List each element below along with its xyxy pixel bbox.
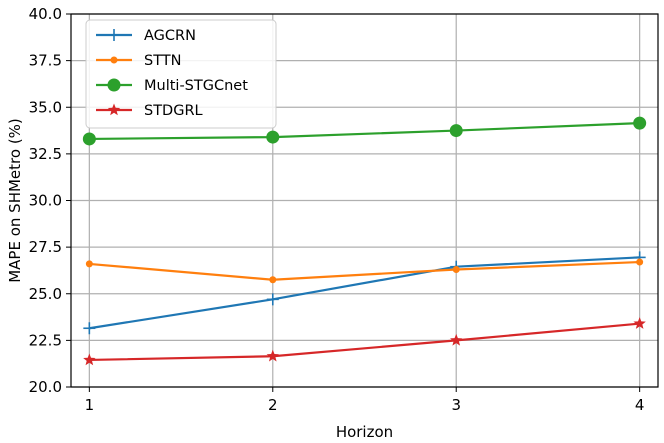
legend-item: STTN <box>96 53 182 69</box>
series-agcrn <box>83 251 646 335</box>
series-line <box>89 322 640 362</box>
data-point <box>82 132 96 146</box>
legend-marker <box>110 56 118 64</box>
series-line <box>89 122 640 141</box>
legend-label: STDGRL <box>144 103 203 119</box>
data-point <box>633 116 647 130</box>
y-tick-label: 27.5 <box>29 238 62 256</box>
series-stdgrl <box>83 317 646 366</box>
data-point <box>450 333 463 346</box>
data-point <box>85 260 93 268</box>
legend-marker <box>108 29 120 41</box>
axis-ticks: 1 2 3 4 20.0 22.5 25.0 27.5 30.0 32.5 35.0 37.5 40.0 <box>29 5 645 414</box>
legend-label: Multi-STGCnet <box>144 78 248 94</box>
legend-label: AGCRN <box>144 28 196 44</box>
y-tick-label: 35.0 <box>29 98 62 116</box>
x-axis-label: Horizon <box>336 423 393 441</box>
y-tick-label: 25.0 <box>29 285 62 303</box>
data-point <box>449 124 463 138</box>
series-layer <box>82 116 647 366</box>
data-point <box>266 349 279 362</box>
x-tick-label: 1 <box>85 396 95 414</box>
legend-box <box>85 19 277 129</box>
y-tick-label: 40.0 <box>29 5 62 23</box>
y-axis-label: MAPE on SHMetro (%) <box>6 118 24 283</box>
x-tick-label: 3 <box>451 396 461 414</box>
y-tick-label: 32.5 <box>29 145 62 163</box>
series-line <box>89 256 640 330</box>
legend-item: Multi-STGCnet <box>96 78 248 94</box>
series-multi-stgcnet <box>82 116 647 146</box>
legend-marker <box>107 78 121 92</box>
legend-marker <box>107 103 121 116</box>
legend-item: STDGRL <box>96 103 203 119</box>
data-point <box>269 276 277 284</box>
x-tick-label: 2 <box>268 396 278 414</box>
data-point <box>83 322 96 335</box>
data-point <box>452 266 460 274</box>
data-point <box>266 293 279 306</box>
x-tick-label: 4 <box>635 396 645 414</box>
data-point <box>636 258 644 266</box>
legend: AGCRN STTN Multi-STGCnet STDGRL <box>85 19 277 129</box>
y-tick-label: 30.0 <box>29 192 62 210</box>
y-tick-label: 22.5 <box>29 331 62 349</box>
data-point <box>83 353 96 366</box>
y-tick-label: 37.5 <box>29 52 62 70</box>
data-point <box>633 317 646 329</box>
y-tick-label: 20.0 <box>29 378 62 396</box>
data-point <box>266 130 280 144</box>
legend-item: AGCRN <box>96 28 196 44</box>
series-sttn <box>85 258 644 284</box>
series-line <box>89 260 640 281</box>
legend-label: STTN <box>144 53 182 69</box>
